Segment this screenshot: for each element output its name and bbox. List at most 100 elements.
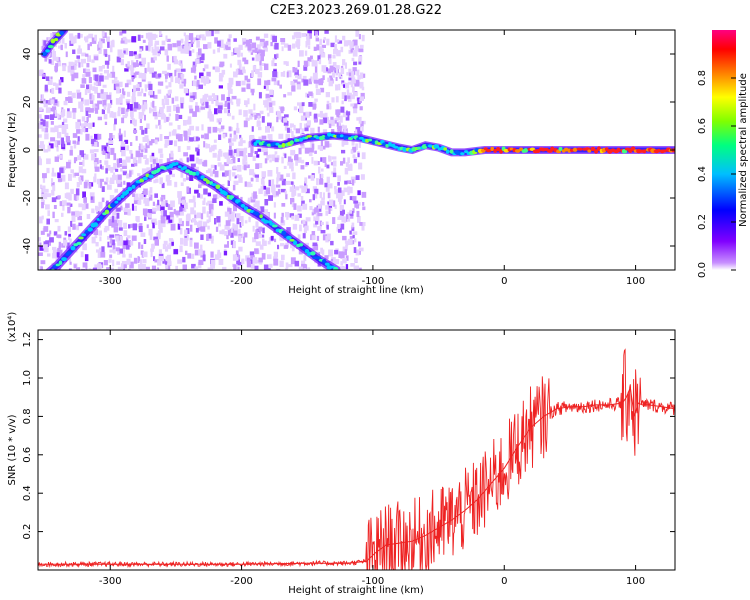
- noise-cell: [246, 260, 251, 268]
- noise-cell: [269, 154, 272, 159]
- noise-cell: [301, 128, 304, 136]
- noise-cell: [258, 126, 262, 131]
- noise-cell: [258, 92, 262, 99]
- noise-cell: [73, 264, 77, 269]
- noise-cell: [280, 243, 285, 247]
- noise-cell: [148, 140, 153, 146]
- noise-cell: [237, 261, 242, 266]
- colorbar-label: Normalized spectral amplitude: [738, 73, 749, 227]
- noise-cell: [250, 263, 255, 269]
- noise-cell: [249, 259, 253, 264]
- noise-cell: [57, 101, 60, 107]
- noise-cell: [120, 40, 125, 44]
- noise-cell: [162, 243, 167, 250]
- noise-cell: [340, 261, 343, 266]
- noise-cell: [269, 159, 272, 163]
- noise-cell: [125, 156, 131, 161]
- noise-cell: [128, 268, 131, 270]
- noise-cell: [328, 58, 332, 65]
- noise-cell: [215, 226, 219, 232]
- signal-blob: [84, 230, 89, 234]
- noise-cell: [174, 96, 179, 102]
- noise-cell: [104, 92, 108, 97]
- noise-cell: [120, 168, 123, 172]
- noise-cell: [139, 118, 142, 123]
- noise-cell: [160, 218, 166, 224]
- noise-cell: [300, 165, 305, 170]
- noise-cell: [339, 266, 343, 270]
- noise-cell: [166, 38, 171, 42]
- noise-cell: [157, 49, 161, 55]
- noise-cell: [70, 188, 74, 194]
- noise-cell: [354, 265, 359, 270]
- noise-cell: [256, 206, 261, 212]
- noise-cell: [268, 195, 273, 201]
- noise-cell: [52, 185, 56, 192]
- noise-cell: [103, 49, 108, 56]
- noise-cell: [292, 43, 296, 49]
- noise-cell: [342, 59, 346, 66]
- noise-cell: [350, 150, 354, 154]
- noise-cell: [238, 69, 244, 75]
- noise-cell: [233, 165, 237, 169]
- noise-cell: [190, 67, 196, 73]
- noise-cell: [300, 144, 305, 149]
- noise-cell: [120, 59, 124, 66]
- noise-cell: [153, 256, 156, 262]
- noise-cell: [331, 156, 337, 160]
- signal-blob: [514, 149, 521, 153]
- noise-cell: [58, 124, 63, 128]
- noise-cell: [206, 202, 209, 206]
- noise-cell: [344, 94, 349, 100]
- noise-cell: [159, 153, 164, 158]
- noise-cell: [97, 100, 102, 105]
- noise-cell: [158, 158, 163, 165]
- noise-cell: [360, 92, 365, 99]
- signal-blob: [499, 149, 503, 154]
- noise-cell: [83, 197, 87, 203]
- noise-cell: [93, 176, 97, 183]
- noise-cell: [84, 121, 87, 126]
- noise-cell: [143, 199, 146, 204]
- noise-cell: [185, 47, 191, 54]
- noise-cell: [177, 223, 181, 230]
- noise-cell: [57, 234, 62, 239]
- noise-cell: [106, 62, 109, 69]
- noise-cell: [223, 53, 228, 59]
- noise-cell: [135, 135, 138, 141]
- noise-cell: [326, 176, 330, 183]
- noise-cell: [99, 178, 104, 182]
- noise-cell: [273, 202, 276, 208]
- noise-cell: [318, 78, 323, 86]
- noise-cell: [38, 134, 42, 138]
- noise-cell: [51, 182, 55, 187]
- noise-cell: [257, 55, 261, 61]
- noise-cell: [42, 200, 45, 205]
- noise-cell: [135, 63, 139, 67]
- noise-cell: [313, 160, 318, 166]
- noise-cell: [166, 93, 171, 98]
- noise-cell: [81, 116, 86, 122]
- noise-cell: [287, 156, 292, 164]
- noise-cell: [45, 204, 50, 210]
- noise-cell: [320, 230, 326, 234]
- noise-cell: [292, 172, 296, 180]
- noise-cell: [41, 215, 44, 220]
- noise-cell: [286, 71, 289, 78]
- noise-cell: [166, 105, 172, 113]
- noise-cell: [94, 173, 97, 179]
- noise-cell: [144, 148, 148, 153]
- noise-cell: [98, 202, 103, 209]
- noise-cell: [76, 141, 80, 145]
- noise-cell: [295, 41, 298, 48]
- noise-cell: [261, 116, 265, 123]
- noise-cell: [106, 36, 110, 42]
- signal-blob: [340, 134, 344, 138]
- noise-cell: [228, 138, 231, 144]
- noise-cell: [104, 146, 109, 154]
- noise-cell: [217, 249, 220, 255]
- noise-cell: [57, 178, 63, 182]
- signal-blob: [642, 149, 647, 154]
- noise-cell: [217, 40, 221, 47]
- noise-cell: [134, 54, 140, 59]
